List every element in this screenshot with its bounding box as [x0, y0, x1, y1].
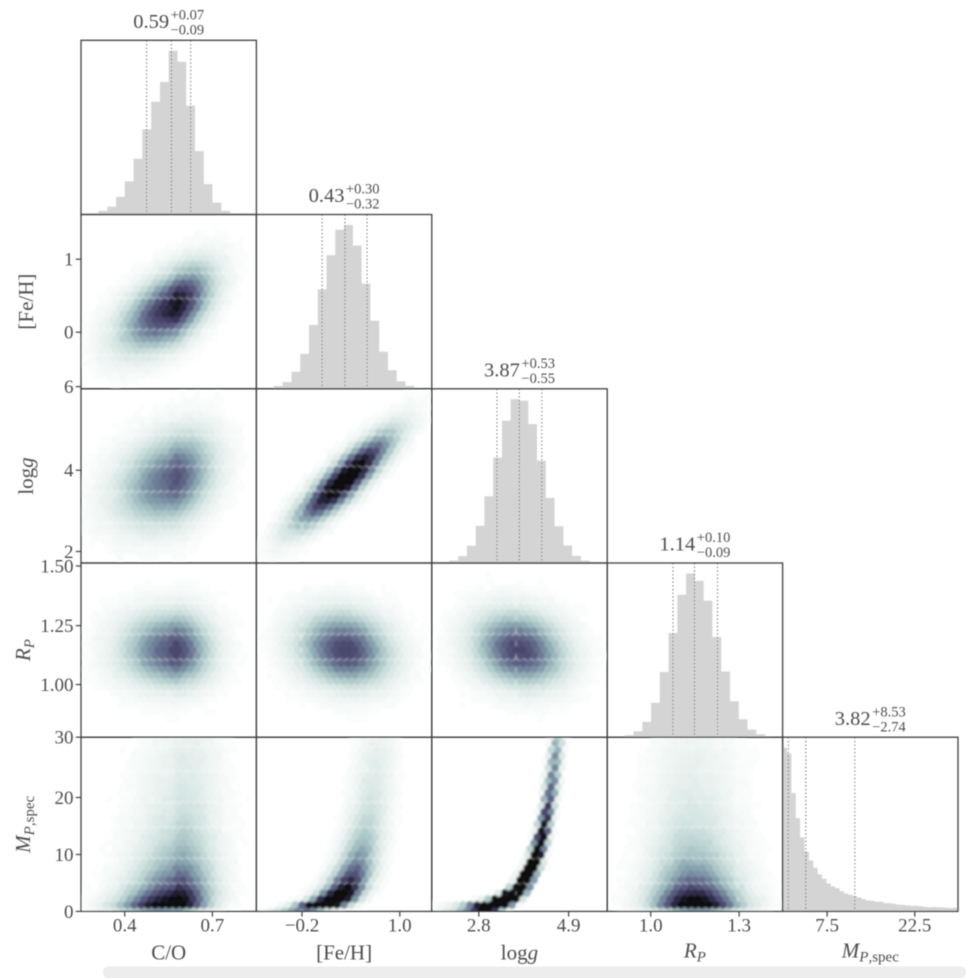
svg-text:−0.32: −0.32 [346, 197, 380, 213]
svg-text:0.7: 0.7 [201, 916, 225, 937]
svg-text:1.00: 1.00 [40, 675, 73, 696]
svg-text:MP,spec: MP,spec [841, 939, 899, 966]
svg-text:RP: RP [11, 639, 38, 662]
svg-text:0.4: 0.4 [113, 916, 137, 937]
svg-text:2: 2 [64, 542, 74, 563]
svg-text:0: 0 [64, 323, 74, 344]
svg-text:3.87: 3.87 [484, 359, 520, 381]
svg-text:1.25: 1.25 [40, 616, 73, 637]
svg-text:+0.30: +0.30 [346, 182, 380, 198]
svg-text:−0.09: −0.09 [697, 545, 731, 561]
svg-text:1.0: 1.0 [388, 916, 412, 937]
svg-text:logg: logg [501, 941, 538, 965]
svg-text:6: 6 [64, 377, 74, 398]
svg-text:1.3: 1.3 [727, 916, 751, 937]
svg-text:MP,spec: MP,spec [11, 795, 38, 853]
svg-text:+8.53: +8.53 [872, 704, 906, 720]
svg-text:7.5: 7.5 [815, 916, 839, 937]
svg-text:C/O: C/O [151, 941, 186, 965]
svg-text:10: 10 [55, 845, 74, 866]
svg-text:1.0: 1.0 [639, 916, 663, 937]
svg-text:4.9: 4.9 [557, 916, 581, 937]
svg-text:3.82: 3.82 [835, 708, 871, 730]
svg-text:0: 0 [64, 902, 74, 923]
svg-text:1: 1 [64, 250, 74, 271]
svg-text:−0.09: −0.09 [171, 23, 205, 39]
svg-text:+0.53: +0.53 [521, 356, 555, 372]
svg-text:[Fe/H]: [Fe/H] [14, 274, 38, 330]
svg-text:+0.07: +0.07 [171, 8, 205, 24]
svg-text:[Fe/H]: [Fe/H] [316, 941, 372, 965]
svg-text:20: 20 [55, 788, 74, 809]
svg-text:2.8: 2.8 [467, 916, 491, 937]
svg-text:4: 4 [64, 461, 74, 482]
svg-text:22.5: 22.5 [898, 916, 931, 937]
svg-text:−2.74: −2.74 [872, 719, 906, 735]
svg-text:−0.55: −0.55 [521, 371, 555, 387]
svg-text:logg: logg [14, 457, 38, 494]
svg-text:1.50: 1.50 [40, 557, 73, 578]
svg-text:−0.2: −0.2 [285, 916, 319, 937]
svg-text:0.59: 0.59 [133, 11, 169, 33]
svg-text:0.43: 0.43 [309, 185, 345, 207]
svg-text:1.14: 1.14 [659, 534, 695, 556]
svg-text:30: 30 [55, 728, 74, 749]
svg-text:+0.10: +0.10 [697, 530, 731, 546]
